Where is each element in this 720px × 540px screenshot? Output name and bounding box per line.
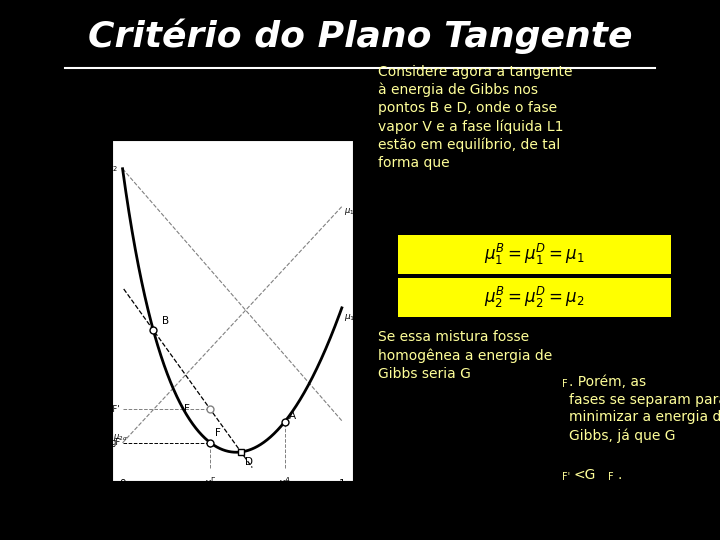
Text: $\mu_1$: $\mu_1$ xyxy=(344,206,354,217)
Text: A: A xyxy=(289,410,297,421)
Text: F: F xyxy=(215,428,220,438)
Text: $x^\Gamma$: $x^\Gamma$ xyxy=(204,475,217,489)
Text: A $\mu_{2\alpha}$: A $\mu_{2\alpha}$ xyxy=(105,430,128,443)
Text: F': F' xyxy=(562,472,570,483)
Text: B: B xyxy=(162,316,169,326)
Text: 0: 0 xyxy=(120,479,126,489)
Text: Considere agora a tangente
à energia de Gibbs nos
pontos B e D, onde o fase
vapo: Considere agora a tangente à energia de … xyxy=(378,65,572,170)
Text: F: F xyxy=(184,404,190,414)
Text: gF: gF xyxy=(110,438,120,447)
Text: <G: <G xyxy=(574,468,596,482)
Text: Composition, x 1: Composition, x 1 xyxy=(191,498,274,508)
Text: Gibbs Energy, g ------>: Gibbs Energy, g ------> xyxy=(74,268,84,353)
Text: Se essa mistura fosse
homogênea a energia de
Gibbs seria G: Se essa mistura fosse homogênea a energi… xyxy=(378,330,552,381)
Text: F: F xyxy=(608,472,614,483)
Text: $\mu_2^B = \mu_2^D = \mu_2$: $\mu_2^B = \mu_2^D = \mu_2$ xyxy=(485,285,585,310)
Text: $\mu_1^B = \mu_1^D = \mu_1$: $\mu_1^B = \mu_1^D = \mu_1$ xyxy=(485,242,585,267)
Text: D: D xyxy=(246,456,253,467)
FancyBboxPatch shape xyxy=(398,235,671,274)
Text: A': A' xyxy=(289,515,300,524)
Text: .: . xyxy=(617,468,621,482)
Text: $x^A$: $x^A$ xyxy=(278,475,292,489)
FancyBboxPatch shape xyxy=(398,278,671,317)
Text: Critério do Plano Tangente: Critério do Plano Tangente xyxy=(88,19,632,55)
Text: F: F xyxy=(562,379,567,389)
Text: $\mu_2$: $\mu_2$ xyxy=(107,163,118,174)
Text: $\mu_1$: $\mu_1$ xyxy=(344,312,356,323)
Text: gF': gF' xyxy=(108,405,120,414)
Text: 1: 1 xyxy=(338,479,345,489)
Text: . Porém, as
fases se separam para
minimizar a energia de
Gibbs, já que G: . Porém, as fases se separam para minimi… xyxy=(569,375,720,443)
